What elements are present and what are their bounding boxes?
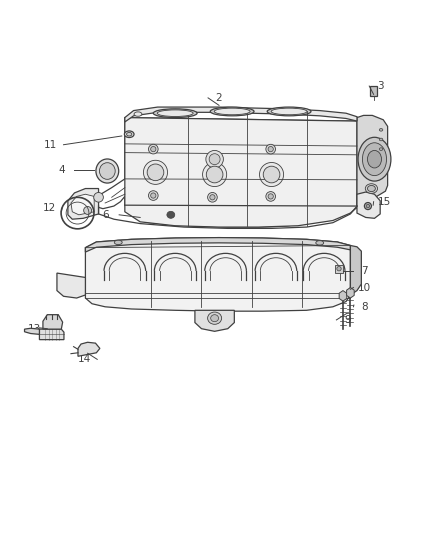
- Ellipse shape: [267, 107, 311, 116]
- Ellipse shape: [367, 185, 375, 191]
- Ellipse shape: [127, 133, 132, 136]
- Ellipse shape: [271, 108, 307, 115]
- Polygon shape: [195, 310, 234, 332]
- Ellipse shape: [134, 112, 142, 116]
- Ellipse shape: [84, 206, 92, 214]
- Polygon shape: [125, 118, 357, 227]
- Polygon shape: [85, 238, 350, 311]
- Polygon shape: [125, 107, 357, 122]
- Ellipse shape: [206, 166, 223, 183]
- Ellipse shape: [148, 191, 158, 200]
- Text: 9: 9: [344, 315, 351, 325]
- Ellipse shape: [157, 110, 193, 117]
- Polygon shape: [25, 328, 39, 334]
- Polygon shape: [71, 194, 94, 215]
- Text: 2: 2: [215, 93, 223, 103]
- Ellipse shape: [362, 143, 387, 175]
- Ellipse shape: [96, 159, 119, 183]
- Ellipse shape: [263, 166, 280, 183]
- Ellipse shape: [211, 314, 219, 322]
- Text: 15: 15: [378, 197, 391, 207]
- Ellipse shape: [364, 203, 371, 209]
- Polygon shape: [57, 273, 85, 298]
- Ellipse shape: [268, 194, 273, 199]
- Ellipse shape: [210, 107, 254, 116]
- Ellipse shape: [143, 160, 167, 184]
- Ellipse shape: [379, 128, 383, 131]
- Ellipse shape: [266, 144, 276, 154]
- Ellipse shape: [208, 312, 222, 324]
- Polygon shape: [43, 314, 63, 329]
- Ellipse shape: [147, 164, 164, 181]
- Ellipse shape: [365, 184, 378, 193]
- Ellipse shape: [151, 193, 156, 198]
- Polygon shape: [94, 118, 357, 227]
- Ellipse shape: [358, 138, 391, 181]
- Polygon shape: [68, 189, 99, 219]
- Ellipse shape: [167, 211, 175, 219]
- Text: 11: 11: [44, 140, 57, 150]
- Text: 13: 13: [28, 324, 41, 334]
- Polygon shape: [357, 192, 380, 219]
- Ellipse shape: [337, 266, 341, 271]
- Ellipse shape: [114, 240, 122, 245]
- Ellipse shape: [99, 163, 115, 179]
- Ellipse shape: [153, 109, 197, 118]
- Bar: [335, 265, 343, 273]
- Polygon shape: [39, 329, 64, 340]
- Text: 4: 4: [58, 165, 65, 175]
- Polygon shape: [78, 342, 100, 356]
- Ellipse shape: [367, 150, 381, 168]
- Text: 3: 3: [377, 81, 384, 91]
- Ellipse shape: [209, 154, 220, 165]
- Ellipse shape: [208, 192, 217, 202]
- Polygon shape: [357, 115, 388, 209]
- Text: 7: 7: [361, 266, 368, 276]
- Text: 12: 12: [42, 203, 56, 213]
- Ellipse shape: [210, 195, 215, 200]
- Ellipse shape: [316, 241, 324, 245]
- Text: 6: 6: [102, 210, 110, 220]
- Ellipse shape: [151, 147, 156, 152]
- Ellipse shape: [94, 192, 103, 202]
- Ellipse shape: [148, 144, 158, 154]
- Ellipse shape: [379, 138, 383, 141]
- Ellipse shape: [206, 150, 223, 168]
- Polygon shape: [339, 290, 347, 301]
- Ellipse shape: [266, 191, 276, 201]
- Ellipse shape: [366, 204, 370, 208]
- Ellipse shape: [259, 163, 284, 187]
- Polygon shape: [85, 238, 350, 252]
- Ellipse shape: [202, 163, 227, 187]
- Ellipse shape: [379, 148, 383, 150]
- Text: 10: 10: [358, 282, 371, 293]
- Ellipse shape: [268, 147, 273, 152]
- Ellipse shape: [124, 131, 134, 138]
- Bar: [370, 86, 377, 96]
- Polygon shape: [350, 246, 361, 295]
- Text: 8: 8: [361, 302, 368, 312]
- Text: 14: 14: [78, 354, 91, 365]
- Ellipse shape: [214, 108, 250, 115]
- Polygon shape: [346, 287, 354, 298]
